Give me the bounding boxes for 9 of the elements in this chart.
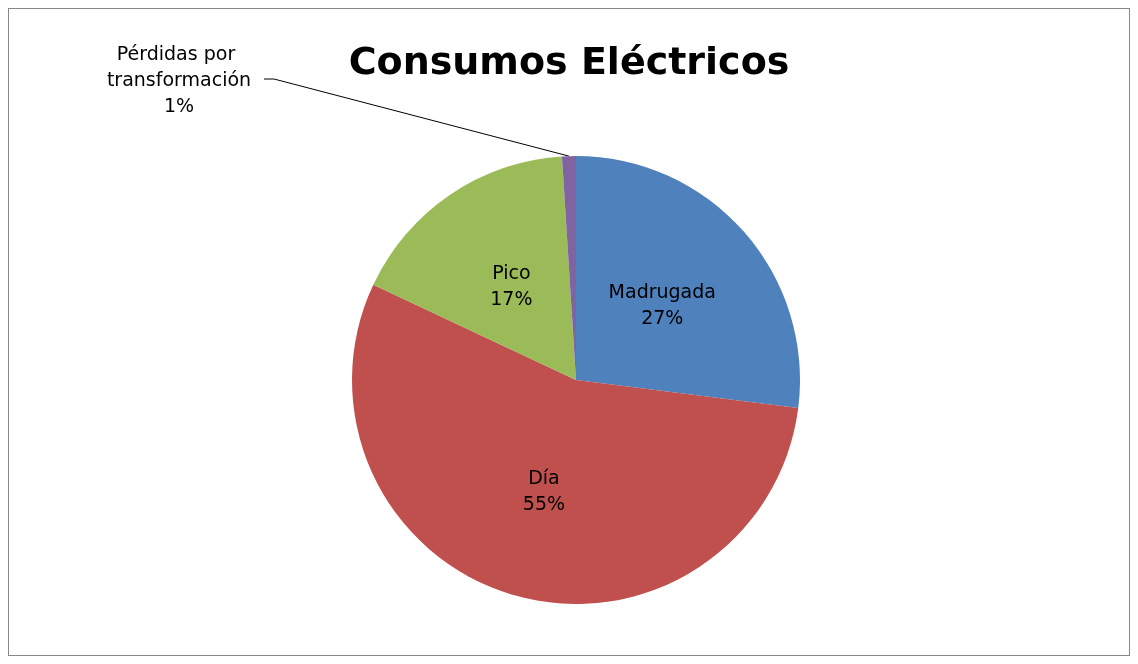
slice-label: Día xyxy=(528,466,560,489)
data-label: 55% xyxy=(522,492,566,515)
data-label: 17% xyxy=(490,286,533,309)
slice-label: Pico xyxy=(492,260,531,283)
slice-label: Madrugada xyxy=(608,279,716,302)
data-label: 1% xyxy=(163,94,195,116)
chart-title: Consumos Eléctricos xyxy=(348,39,790,83)
data-label: 27% xyxy=(641,305,684,328)
slice-label: Pérdidas por transformación xyxy=(106,42,252,90)
